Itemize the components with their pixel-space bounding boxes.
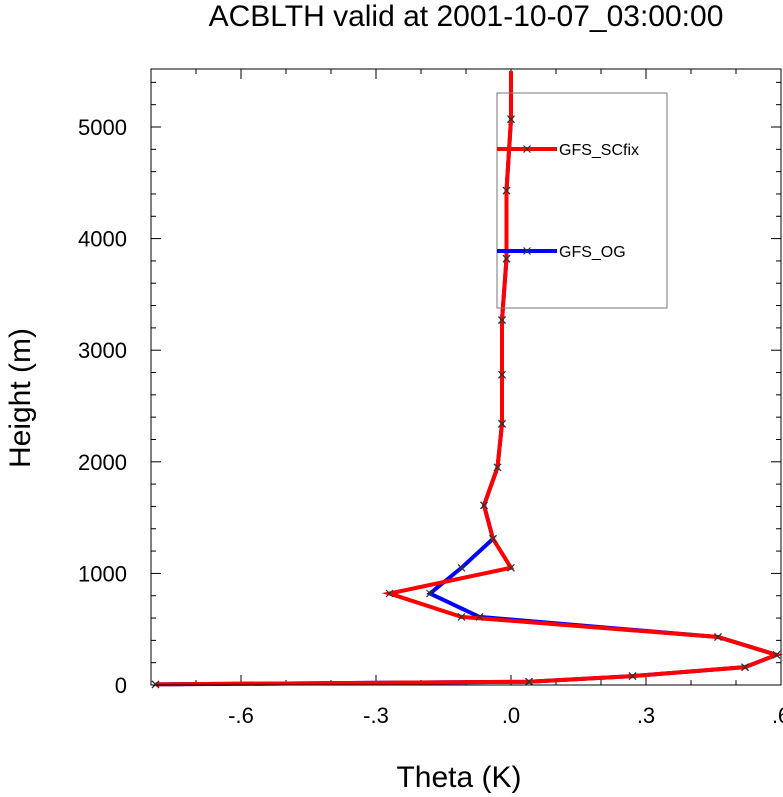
y-tick-label: 4000 xyxy=(78,227,127,252)
legend: GFS_SCfix GFS_OG xyxy=(496,92,668,309)
series-group xyxy=(155,71,783,687)
legend-marker xyxy=(523,145,531,153)
legend-label-GFS_SCfix: GFS_SCfix xyxy=(559,142,639,159)
data-point-marker xyxy=(507,563,515,572)
marker-group xyxy=(151,115,781,689)
data-point-marker xyxy=(628,672,637,680)
y-tick-label: 5000 xyxy=(78,115,127,140)
legend-label-GFS_OG: GFS_OG xyxy=(559,244,626,261)
data-point-marker xyxy=(498,316,506,324)
x-tick-label: .0 xyxy=(502,703,520,728)
chart-title: ACBLTH valid at 2001-10-07_03:00:00 xyxy=(209,0,724,33)
y-tick-label: 1000 xyxy=(78,561,127,586)
x-tick-label: -.6 xyxy=(228,703,254,728)
data-point-marker xyxy=(525,677,533,686)
y-axis-label: Height (m) xyxy=(4,328,37,468)
legend-marker xyxy=(523,247,531,255)
data-point-marker xyxy=(498,419,506,428)
legend-box xyxy=(496,92,668,309)
x-axis-label: Theta (K) xyxy=(396,761,521,794)
data-point-marker xyxy=(475,612,484,621)
data-point-marker xyxy=(151,680,160,689)
x-tick-label: .6 xyxy=(772,703,783,728)
data-point-marker xyxy=(457,563,466,572)
y-tick-label: 2000 xyxy=(78,450,127,475)
y-tick-label: 0 xyxy=(115,673,127,698)
data-point-marker xyxy=(493,463,502,472)
series-line-GFS_SCfix xyxy=(155,71,783,687)
data-point-marker xyxy=(714,633,722,641)
data-point-marker xyxy=(480,501,488,510)
data-point-marker xyxy=(426,589,434,598)
tick-group: -.6 -.3 .0 .3 .6 0 1000 2000 3000 4000 5000 xyxy=(78,69,783,728)
plot-frame xyxy=(150,68,782,686)
data-point-marker xyxy=(385,589,394,598)
x-tick-label: -.3 xyxy=(363,703,389,728)
data-point-marker xyxy=(498,370,506,379)
data-point-marker xyxy=(502,254,511,263)
data-point-marker xyxy=(507,115,515,124)
data-point-marker xyxy=(457,612,466,621)
data-point-marker xyxy=(772,650,781,659)
data-point-marker xyxy=(489,534,497,543)
data-point-marker xyxy=(502,186,511,195)
y-tick-label: 3000 xyxy=(78,338,127,363)
data-point-marker xyxy=(741,663,749,672)
x-tick-label: .3 xyxy=(637,703,655,728)
series-line-GFS_OG xyxy=(155,71,783,687)
